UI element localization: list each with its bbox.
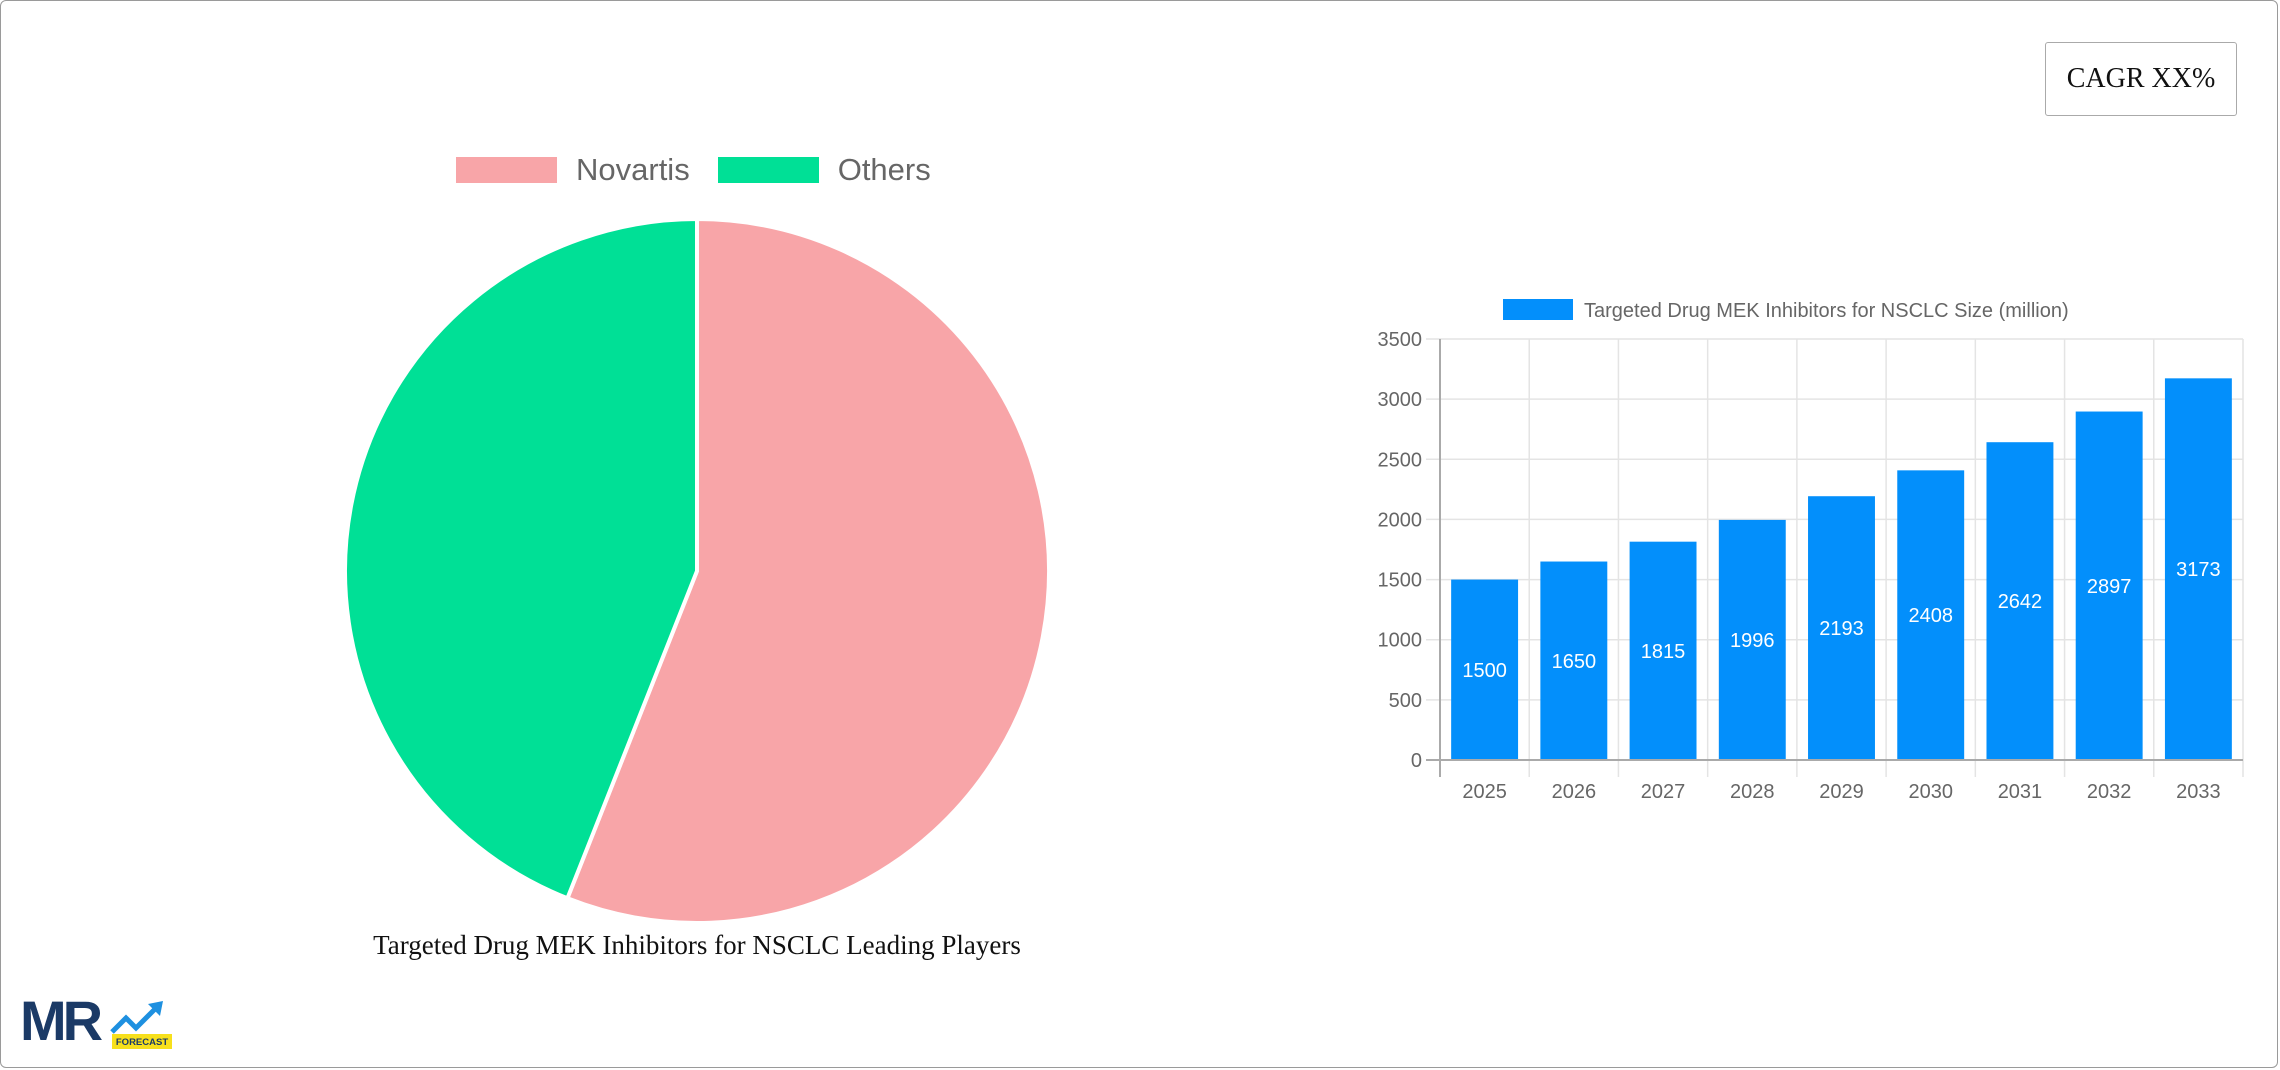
pie-chart	[343, 216, 1051, 925]
bar-2029[interactable]	[1808, 496, 1875, 760]
bar-2026[interactable]	[1540, 561, 1608, 760]
logo-badge-text: FORECAST	[116, 1037, 168, 1048]
bar-axes: 0 500 1000 1500 2000 2500 3000 3500 2025 2026 2027…	[1378, 329, 2243, 803]
cagr-label: CAGR XX%	[2066, 63, 2216, 94]
y-tick-label: 3500	[1378, 329, 1423, 351]
bar-value-label: 2897	[2087, 576, 2132, 598]
x-tick-label: 2031	[1998, 781, 2043, 803]
bar-value-label: 2193	[1819, 618, 1864, 640]
bar-value-label: 1650	[1552, 651, 1597, 673]
bar-legend[interactable]: Targeted Drug MEK Inhibitors for NSCLC S…	[1503, 299, 2069, 322]
trend-arrow-icon	[110, 1006, 158, 1034]
y-tick-label: 3000	[1378, 389, 1423, 411]
pie-chart-caption: Targeted Drug MEK Inhibitors for NSCLC L…	[373, 930, 1021, 960]
legend-label-others: Others	[837, 152, 931, 187]
x-tick-label: 2032	[2087, 781, 2132, 803]
legend-swatch-novartis	[456, 157, 557, 183]
y-tick-label: 2500	[1378, 449, 1423, 471]
y-tick-label: 500	[1389, 690, 1422, 712]
pie-legend-item-novartis[interactable]: Novartis	[456, 152, 690, 188]
y-tick-label: 2000	[1378, 509, 1423, 531]
y-tick-label: 1500	[1378, 570, 1423, 592]
x-tick-label: 2025	[1462, 781, 1507, 803]
bar-2031[interactable]	[1986, 442, 2054, 760]
x-tick-label: 2033	[2176, 781, 2221, 803]
x-tick-label: 2026	[1552, 781, 1597, 803]
bar-2025[interactable]	[1451, 579, 1519, 760]
bar-value-label: 2642	[1998, 591, 2043, 613]
bar-2030[interactable]	[1897, 470, 1965, 760]
legend-label-novartis: Novartis	[576, 152, 690, 187]
logo-badge	[112, 1034, 172, 1049]
x-tick-label: 2029	[1819, 781, 1864, 803]
bar-2032[interactable]	[2075, 411, 2143, 760]
bar-2028[interactable]	[1718, 519, 1786, 760]
pie-slices	[343, 216, 1051, 925]
legend-swatch-others	[717, 157, 819, 183]
bar-value-label: 3173	[2176, 559, 2221, 581]
bar-legend-label: Targeted Drug MEK Inhibitors for NSCLC S…	[1584, 300, 2069, 322]
pie-legend-item-others[interactable]: Others	[717, 152, 931, 188]
bar-2033[interactable]	[2164, 378, 2232, 760]
y-tick-label: 1000	[1378, 630, 1423, 652]
x-tick-label: 2028	[1730, 781, 1775, 803]
pie-slice-others[interactable]	[343, 216, 699, 901]
bar-value-label: 1996	[1730, 630, 1775, 652]
y-tick-label: 0	[1411, 750, 1422, 772]
x-tick-label: 2030	[1908, 781, 1953, 803]
pie-slice-novartis[interactable]	[564, 216, 1051, 925]
mr-forecast-logo: MR FORECAST	[20, 990, 172, 1050]
bar-2027[interactable]	[1629, 541, 1697, 760]
cagr-badge: CAGR XX%	[2045, 42, 2237, 116]
bar-legend-swatch	[1503, 299, 1573, 320]
bar-value-label: 2408	[1908, 605, 1953, 627]
x-tick-label: 2027	[1641, 781, 1686, 803]
pie-legend: Novartis Others	[456, 152, 959, 188]
bar-value-label: 1815	[1641, 641, 1686, 663]
bar-series: 1500 1650 1815 1996 2193 2408 2642 2897 3173	[1451, 378, 2232, 760]
arrow-head-icon	[148, 1001, 163, 1016]
bar-value-label: 1500	[1462, 660, 1507, 682]
logo-mr-text: MR	[20, 990, 103, 1050]
